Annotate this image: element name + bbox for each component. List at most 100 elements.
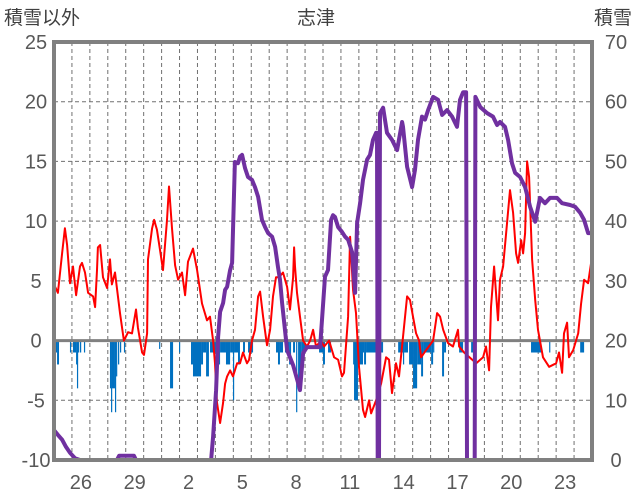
x-tick-label: 14 bbox=[393, 472, 415, 494]
blue-bar bbox=[232, 340, 235, 401]
blue-bar bbox=[201, 340, 204, 365]
blue-bar bbox=[230, 340, 233, 353]
blue-bar bbox=[159, 340, 161, 349]
right-y-tick-label: 70 bbox=[605, 32, 627, 54]
blue-bar bbox=[421, 340, 424, 377]
x-tick-label: 23 bbox=[554, 472, 576, 494]
blue-bar bbox=[404, 340, 409, 353]
blue-bar bbox=[192, 340, 202, 377]
plot-border bbox=[52, 40, 594, 462]
left-y-tick-label: -5 bbox=[27, 390, 45, 412]
blue-bar bbox=[402, 340, 405, 365]
left-y-tick-label: 15 bbox=[25, 151, 47, 173]
line-series bbox=[52, 90, 593, 462]
blue-bar bbox=[80, 340, 82, 353]
blue-bar bbox=[76, 340, 78, 365]
right-y-tick-label: 30 bbox=[605, 271, 627, 293]
left-y-tick-label: 25 bbox=[25, 32, 47, 54]
x-tick-label: 20 bbox=[500, 472, 522, 494]
left-y-tick-label: 0 bbox=[30, 331, 41, 353]
blue-bar bbox=[78, 340, 80, 353]
blue-bar bbox=[277, 340, 280, 365]
right-y-tick-label: 50 bbox=[605, 151, 627, 173]
blue-bar bbox=[279, 340, 284, 353]
left-y-tick-label: 5 bbox=[30, 271, 41, 293]
blue-bar bbox=[234, 340, 238, 353]
blue-bar bbox=[76, 340, 79, 389]
chart-title: 志津 bbox=[297, 7, 335, 29]
blue-bar bbox=[109, 340, 112, 389]
blue-bar bbox=[328, 340, 332, 353]
left-y-tick-label: 20 bbox=[25, 92, 47, 114]
left-y-tick-label: 10 bbox=[25, 211, 47, 233]
blue-bar bbox=[409, 340, 414, 365]
blue-bar bbox=[116, 340, 118, 377]
blue-bar bbox=[178, 340, 181, 353]
gridlines bbox=[54, 42, 592, 460]
blue-bar bbox=[225, 340, 231, 365]
purple-line bbox=[52, 90, 592, 462]
x-tick-label: 29 bbox=[124, 472, 146, 494]
blue-bar bbox=[203, 340, 207, 353]
left-y-tick-label: -10 bbox=[22, 450, 51, 472]
blue-bar bbox=[206, 340, 209, 377]
blue-bar bbox=[323, 340, 325, 365]
blue-bar bbox=[170, 340, 174, 389]
blue-bar bbox=[220, 340, 226, 353]
x-tick-label: 26 bbox=[70, 472, 92, 494]
blue-bar bbox=[301, 340, 306, 353]
blue-bar bbox=[298, 340, 302, 389]
x-tick-label: 17 bbox=[446, 472, 468, 494]
blue-bar bbox=[353, 340, 355, 365]
blue-bar bbox=[123, 340, 126, 353]
blue-bar bbox=[364, 340, 367, 365]
blue-bar bbox=[417, 340, 422, 365]
right-y-tick-label: 60 bbox=[605, 92, 627, 114]
blue-bar bbox=[237, 340, 240, 365]
x-tick-label: 8 bbox=[291, 472, 302, 494]
red-line bbox=[53, 160, 593, 424]
blue-bar bbox=[69, 340, 72, 353]
blue-bar bbox=[362, 340, 365, 353]
blue-bar bbox=[111, 340, 115, 389]
blue-bar bbox=[444, 340, 447, 353]
blue-bar bbox=[243, 340, 245, 353]
blue-bar bbox=[366, 340, 384, 353]
blue-bar bbox=[118, 340, 120, 365]
blue-bar bbox=[531, 340, 542, 353]
blue-bar bbox=[442, 340, 445, 377]
blue-bar bbox=[433, 340, 435, 353]
blue-bar bbox=[73, 340, 77, 353]
blue-bar bbox=[423, 340, 432, 353]
blue-bar-series bbox=[54, 340, 585, 413]
blue-bar bbox=[191, 340, 193, 365]
blue-bar bbox=[83, 340, 86, 353]
blue-bar bbox=[111, 340, 113, 413]
right-y-tick-label: 40 bbox=[605, 211, 627, 233]
right-axis-title: 積雪 bbox=[594, 7, 632, 29]
blue-bar bbox=[471, 340, 474, 353]
x-tick-label: 5 bbox=[237, 472, 248, 494]
blue-bar bbox=[413, 340, 418, 389]
x-tick-label: 2 bbox=[183, 472, 194, 494]
blue-bar bbox=[114, 340, 117, 413]
blue-bar bbox=[459, 340, 464, 353]
blue-bar bbox=[57, 340, 60, 365]
blue-bar bbox=[431, 340, 434, 365]
right-y-tick-label: 0 bbox=[610, 450, 621, 472]
blue-bar bbox=[276, 340, 278, 353]
blue-bar bbox=[357, 340, 363, 365]
right-y-tick-label: 10 bbox=[605, 390, 627, 412]
blue-bar bbox=[293, 340, 296, 353]
blue-bar bbox=[580, 340, 585, 353]
plot-frame bbox=[52, 40, 594, 462]
left-axis-title: 積雪以外 bbox=[4, 7, 80, 29]
blue-bar bbox=[549, 340, 551, 353]
blue-bar bbox=[398, 340, 403, 353]
blue-bar bbox=[119, 340, 122, 353]
right-y-tick-label: 20 bbox=[605, 331, 627, 353]
x-tick-label: 11 bbox=[340, 472, 361, 494]
blue-bar bbox=[354, 340, 358, 401]
